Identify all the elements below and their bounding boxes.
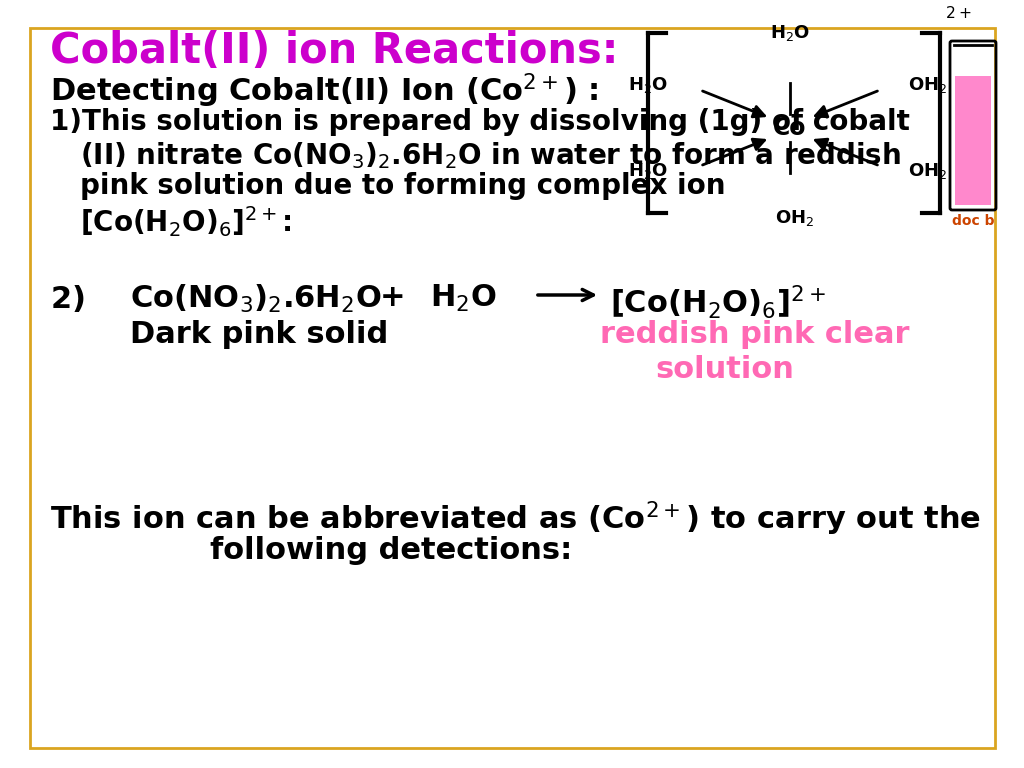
Text: Co(NO$_3$)$_2$.6H$_2$O: Co(NO$_3$)$_2$.6H$_2$O bbox=[130, 283, 382, 315]
Text: (II) nitrate Co(NO$_3$)$_2$.6H$_2$O in water to form a reddish: (II) nitrate Co(NO$_3$)$_2$.6H$_2$O in w… bbox=[80, 140, 901, 170]
Text: Detecting Cobalt(II) Ion (Co$^{2+}$) :: Detecting Cobalt(II) Ion (Co$^{2+}$) : bbox=[50, 72, 599, 111]
Text: $^{2+}$: $^{2+}$ bbox=[945, 8, 972, 28]
Text: H$_2$O: H$_2$O bbox=[628, 75, 668, 95]
Text: [Co(H$_2$O)$_6$]$^{2+}$:: [Co(H$_2$O)$_6$]$^{2+}$: bbox=[80, 204, 291, 239]
Text: OH$_2$: OH$_2$ bbox=[775, 208, 815, 228]
Text: doc b: doc b bbox=[951, 214, 994, 228]
Text: [Co(H$_2$O)$_6$]$^{2+}$: [Co(H$_2$O)$_6$]$^{2+}$ bbox=[610, 283, 825, 320]
Text: This ion can be abbreviated as (Co$^{2+}$) to carry out the: This ion can be abbreviated as (Co$^{2+}… bbox=[50, 500, 981, 538]
Text: pink solution due to forming complex ion: pink solution due to forming complex ion bbox=[80, 172, 725, 200]
Text: OH$_2$: OH$_2$ bbox=[908, 161, 947, 181]
Text: +: + bbox=[380, 283, 406, 312]
Bar bbox=[955, 47, 991, 76]
Text: solution: solution bbox=[655, 355, 794, 384]
Bar bbox=[955, 73, 991, 205]
Text: 1)This solution is prepared by dissolving (1g) of cobalt: 1)This solution is prepared by dissolvin… bbox=[50, 108, 910, 136]
Text: following detections:: following detections: bbox=[210, 536, 572, 565]
Text: Dark pink solid: Dark pink solid bbox=[130, 320, 388, 349]
Text: Cobalt(II) ion Reactions:: Cobalt(II) ion Reactions: bbox=[50, 30, 618, 72]
Text: H$_2$O: H$_2$O bbox=[430, 283, 497, 314]
Text: $\mathbf{2)}$: $\mathbf{2)}$ bbox=[50, 283, 85, 314]
Text: OH$_2$: OH$_2$ bbox=[908, 75, 947, 95]
Text: H$_2$O: H$_2$O bbox=[628, 161, 668, 181]
Text: H$_2$O: H$_2$O bbox=[770, 23, 810, 43]
Text: reddish pink clear: reddish pink clear bbox=[600, 320, 909, 349]
Text: Co: Co bbox=[773, 116, 807, 140]
